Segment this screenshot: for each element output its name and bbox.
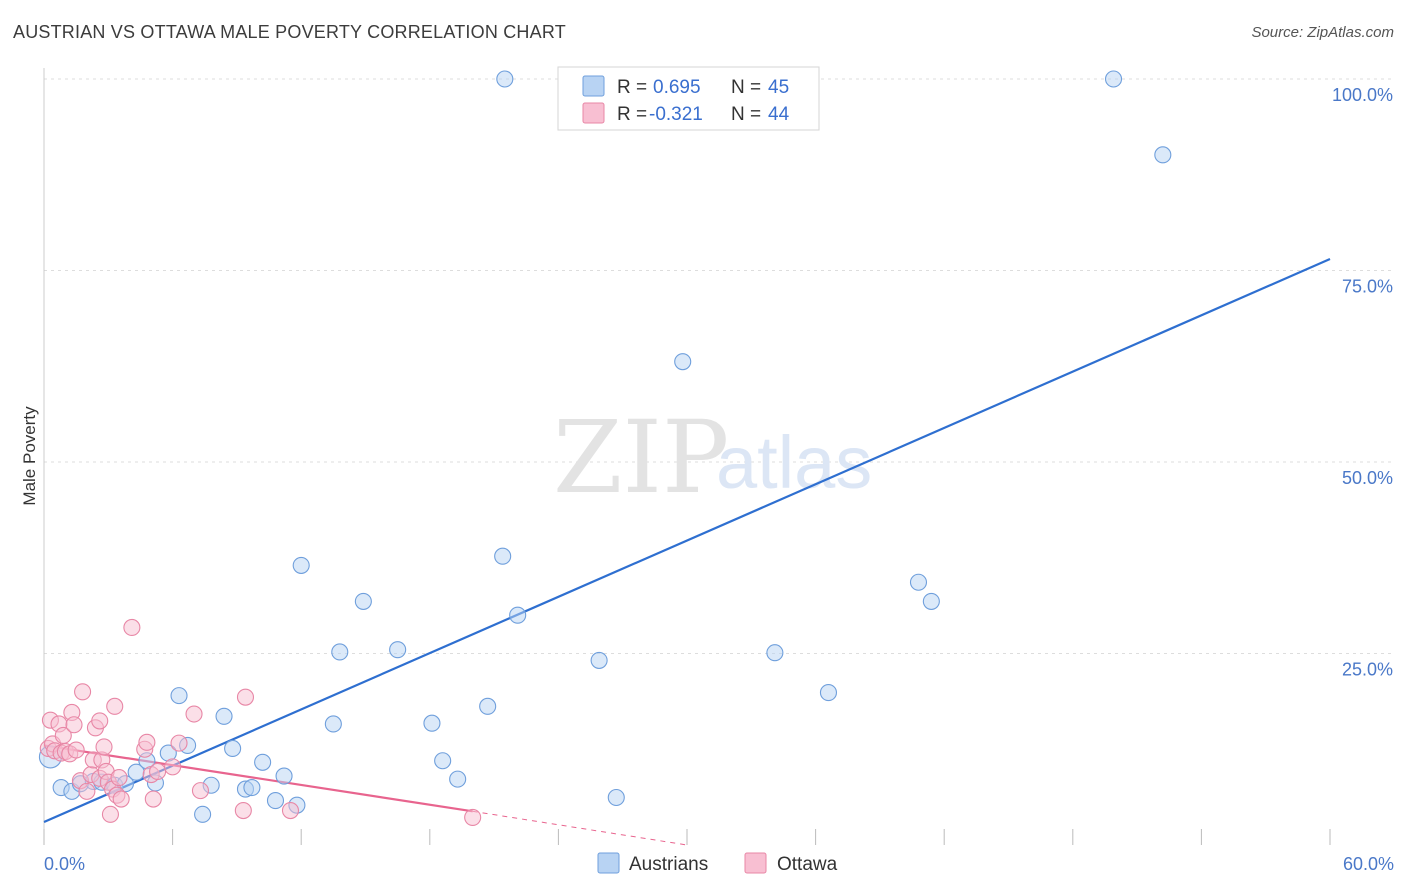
ottawa-point <box>123 618 141 637</box>
austrians-point <box>479 697 497 715</box>
austrians-point <box>494 547 512 565</box>
austrians-point <box>1154 146 1172 164</box>
ottawa-point <box>65 716 83 734</box>
austrians-point <box>324 715 342 733</box>
ottawa-point <box>164 758 182 776</box>
ottawa-point <box>74 683 92 701</box>
austrians-point <box>215 707 233 725</box>
austrians-point <box>266 792 285 810</box>
ottawa-point <box>185 705 203 723</box>
austrians-point <box>590 651 608 669</box>
ottawa-r-value: -0.321 <box>649 104 703 125</box>
ottawa-n-value: 44 <box>768 104 790 125</box>
ottawa-point <box>281 801 300 820</box>
ottawa-point <box>78 782 96 800</box>
austrians-point <box>496 70 514 88</box>
grid <box>44 78 1392 654</box>
ottawa-point <box>101 805 119 823</box>
y-tick-label: 50.0% <box>1342 468 1393 488</box>
ottawa-point <box>149 762 167 781</box>
austrians-point <box>243 778 261 797</box>
austrians-n-value: 45 <box>768 77 789 98</box>
austrians-point <box>254 753 272 771</box>
austrians-point <box>389 641 407 659</box>
austrians-point <box>275 767 293 785</box>
ottawa-r-label: R = <box>617 104 647 125</box>
austrians-swatch <box>582 75 605 97</box>
ottawa-n-label: N = <box>731 104 761 125</box>
austrians-point <box>909 573 928 591</box>
ottawa-swatch <box>582 102 605 124</box>
ottawa-point <box>236 688 255 706</box>
series-legend: Austrians Ottawa <box>597 852 838 875</box>
austrians-point <box>194 805 212 823</box>
watermark: ZIP atlas <box>553 399 872 516</box>
austrians-point <box>292 556 310 574</box>
austrians-n-label: N = <box>731 77 761 98</box>
legend-austrians-swatch <box>597 852 620 874</box>
ottawa-point <box>91 712 109 730</box>
ottawa-point <box>191 782 210 800</box>
source-label: Source: ZipAtlas.com <box>1251 24 1394 41</box>
ottawa-point <box>144 790 162 808</box>
trend-lines <box>43 258 1331 846</box>
legend-ottawa-swatch <box>744 852 767 874</box>
ottawa-point <box>106 697 124 715</box>
austrians-r-value: 0.695 <box>653 77 701 98</box>
chart-title: AUSTRIAN VS OTTAWA MALE POVERTY CORRELAT… <box>13 22 566 42</box>
austrians-point <box>434 752 452 770</box>
austrians-point <box>354 592 372 610</box>
austrians-point <box>170 687 188 705</box>
austrians-point <box>674 353 692 371</box>
watermark-atlas: atlas <box>716 421 872 504</box>
legend-austrians-label: Austrians <box>629 854 708 875</box>
austrians-point <box>331 643 349 661</box>
austrians-point <box>224 739 242 758</box>
x-tick-max: 60.0% <box>1343 854 1394 874</box>
austrians-point <box>607 788 625 807</box>
austrians-point <box>819 684 838 702</box>
austrians-point <box>423 714 441 732</box>
watermark-zip: ZIP <box>553 399 729 516</box>
y-tick-label: 75.0% <box>1342 277 1393 297</box>
ottawa-trend-extension <box>472 810 688 846</box>
austrians-r-label: R = <box>617 77 647 98</box>
ottawa-point <box>110 769 128 787</box>
austrians-point <box>1104 70 1123 88</box>
ottawa-point <box>138 733 156 751</box>
ottawa-point <box>67 741 85 759</box>
ottawa-point <box>95 738 113 756</box>
ottawa-point <box>234 801 252 820</box>
legend-ottawa-label: Ottawa <box>777 854 838 875</box>
y-ticks: 25.0% 50.0% 75.0% 100.0% <box>1332 85 1393 680</box>
y-axis-label: Male Poverty <box>20 406 39 506</box>
ottawa-point <box>170 734 188 752</box>
y-tick-label: 25.0% <box>1342 660 1393 680</box>
austrians-trend-line <box>43 258 1331 824</box>
y-tick-label: 100.0% <box>1332 85 1393 105</box>
stats-legend: R = 0.695 N = 45 R = -0.321 N = 44 <box>557 66 820 131</box>
data-points <box>38 70 1172 826</box>
austrians-point <box>766 644 784 662</box>
austrians-point <box>449 770 467 788</box>
ottawa-point <box>112 790 130 808</box>
austrians-point <box>922 592 940 610</box>
ottawa-point <box>464 808 482 826</box>
austrians-point <box>509 606 527 624</box>
x-tick-min: 0.0% <box>44 854 85 874</box>
ottawa-trend-line <box>43 744 473 813</box>
